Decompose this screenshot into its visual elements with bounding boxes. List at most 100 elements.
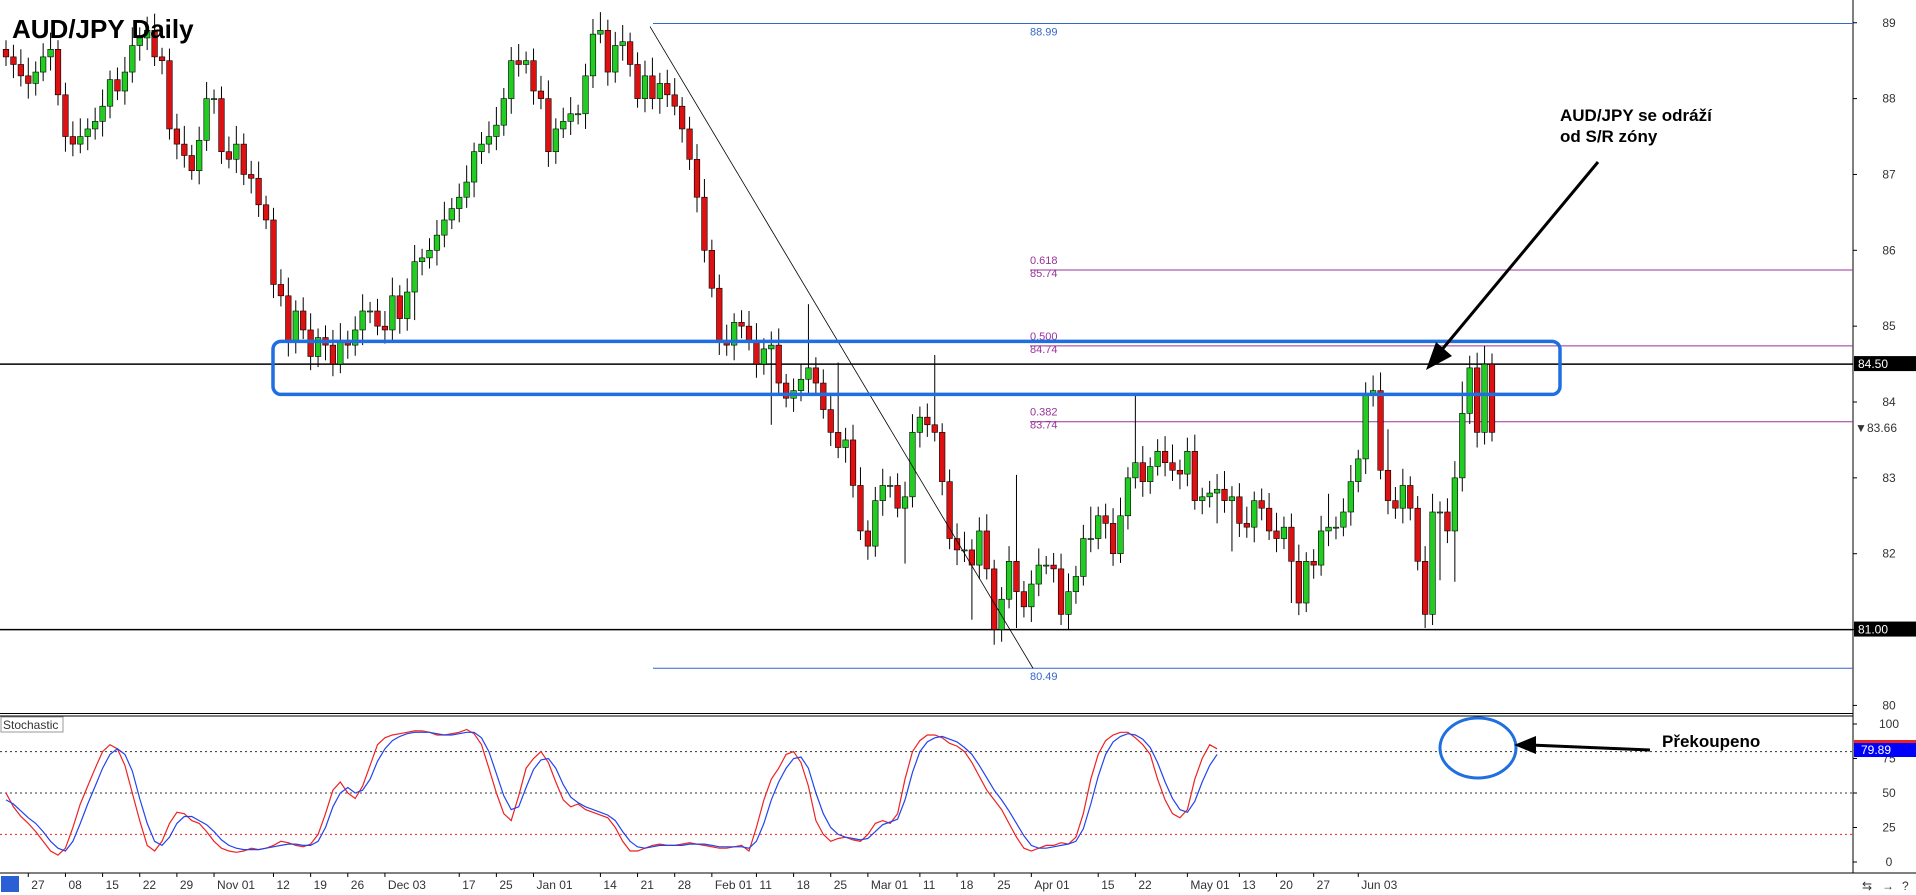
- overbought-arrow-head: [1514, 736, 1536, 754]
- candle: [679, 97, 686, 143]
- candle: [1095, 506, 1102, 550]
- candle-body: [679, 105, 686, 130]
- candle: [262, 195, 270, 230]
- candle: [173, 113, 180, 160]
- candle: [1444, 498, 1451, 544]
- candle: [144, 16, 151, 51]
- candle-body: [612, 45, 619, 73]
- candle: [827, 392, 834, 447]
- candle-body: [738, 322, 745, 327]
- candle: [1221, 471, 1228, 513]
- candle: [1117, 497, 1124, 563]
- y-tick-label: 86: [1882, 243, 1896, 257]
- candle: [314, 328, 322, 368]
- x-tick-label: 22: [143, 878, 157, 892]
- candle: [77, 118, 84, 154]
- candle-body: [1117, 515, 1124, 555]
- candle-body: [144, 30, 151, 39]
- candle-body: [537, 90, 545, 99]
- candle-body: [708, 250, 715, 289]
- candle-body: [114, 79, 121, 92]
- candle: [478, 131, 485, 164]
- candle: [1273, 512, 1280, 553]
- candle-body: [1362, 394, 1369, 460]
- candle-body: [1303, 560, 1310, 604]
- candle: [1384, 429, 1392, 515]
- annotation-arrow-head: [1426, 342, 1452, 370]
- candle: [62, 82, 69, 152]
- candle-body: [1199, 496, 1206, 501]
- candle-body: [248, 174, 255, 179]
- candle-body: [54, 49, 62, 96]
- candle-body: [1132, 462, 1139, 479]
- candle-body: [530, 60, 537, 92]
- candle: [158, 47, 166, 75]
- candle-body: [1332, 526, 1340, 529]
- candle: [300, 297, 307, 340]
- candle-body: [775, 344, 782, 384]
- last-price-marker: ▼: [1855, 421, 1867, 435]
- candle-body: [69, 136, 76, 145]
- candle-body: [545, 98, 552, 153]
- candle-body: [210, 98, 218, 100]
- candle: [106, 70, 114, 119]
- candle-body: [701, 196, 708, 251]
- candle-body: [1124, 477, 1132, 517]
- candle: [701, 179, 708, 263]
- candle: [1072, 565, 1080, 604]
- candle-body: [976, 530, 983, 566]
- candle: [1132, 395, 1139, 489]
- candle: [1236, 483, 1243, 538]
- candle: [463, 165, 470, 208]
- x-tick-label: 11: [759, 878, 772, 892]
- candle: [664, 69, 671, 107]
- candle-body: [1384, 469, 1392, 501]
- candle: [1206, 480, 1213, 508]
- candle: [1102, 503, 1109, 539]
- candle: [604, 19, 611, 86]
- candle: [129, 27, 136, 83]
- candle-body: [1139, 462, 1146, 482]
- candle-body: [1221, 488, 1228, 501]
- candle-body: [1459, 413, 1466, 479]
- candle: [1005, 546, 1013, 609]
- stoch-d-line: [5, 731, 1218, 852]
- candle-body: [158, 56, 166, 61]
- x-tick-label: Apr 01: [1034, 878, 1070, 892]
- candle-body: [797, 378, 805, 391]
- candle: [32, 61, 39, 96]
- candle: [671, 78, 678, 116]
- candle-body: [307, 329, 314, 357]
- candle-body: [864, 530, 871, 547]
- candle: [1161, 436, 1169, 477]
- overbought-circle: [1438, 716, 1518, 780]
- candle-body: [686, 128, 693, 160]
- candle: [976, 517, 983, 579]
- candle-body: [953, 538, 961, 551]
- candle-body: [396, 295, 403, 319]
- candle: [448, 197, 455, 230]
- candle-body: [901, 496, 909, 509]
- candle-body: [1147, 466, 1154, 482]
- candle: [1139, 446, 1146, 497]
- candle-body: [768, 344, 775, 350]
- candle: [1429, 493, 1436, 626]
- candle-body: [1095, 515, 1102, 539]
- scroll-icon: →: [1882, 879, 1894, 893]
- candle: [493, 106, 500, 151]
- candle-body: [1273, 530, 1280, 539]
- candle-body: [1050, 564, 1057, 570]
- x-tick-label: 27: [31, 878, 45, 892]
- candle: [10, 44, 17, 79]
- candle: [1466, 355, 1473, 425]
- y-tick-label: 83: [1882, 471, 1896, 485]
- candle-body: [939, 432, 946, 482]
- candle-body: [255, 177, 262, 206]
- candle-body: [1466, 367, 1473, 414]
- annotation-text-line1: AUD/JPY se odráží: [1560, 106, 1713, 125]
- candle-body: [634, 64, 641, 99]
- candle: [329, 329, 337, 377]
- y-tick-label: 85: [1882, 319, 1896, 333]
- candle-body: [1251, 500, 1258, 528]
